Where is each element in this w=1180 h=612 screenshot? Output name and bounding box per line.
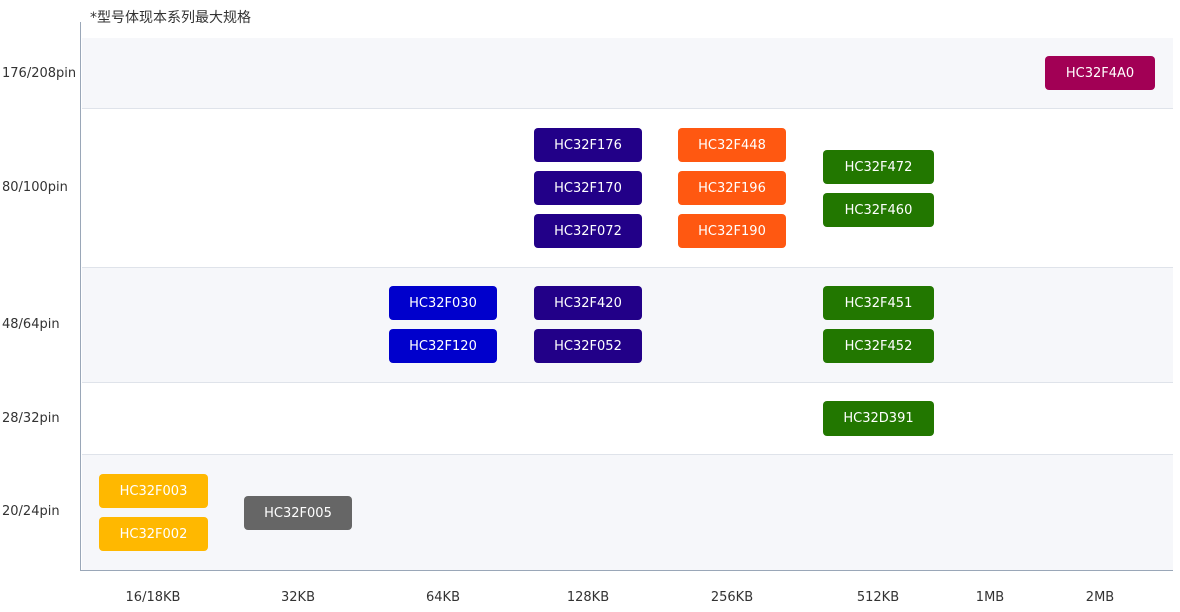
chip-hc32f451[interactable]: HC32F451 (823, 286, 934, 320)
chip-hc32f176[interactable]: HC32F176 (534, 128, 642, 162)
chip-hc32f120[interactable]: HC32F120 (389, 329, 497, 363)
footnote: *型号体现本系列最大规格 (90, 10, 251, 26)
chip-hc32f190[interactable]: HC32F190 (678, 214, 786, 248)
chip-hc32f170[interactable]: HC32F170 (534, 171, 642, 205)
chip-hc32f452[interactable]: HC32F452 (823, 329, 934, 363)
x-axis-line (80, 570, 1173, 571)
chip-hc32f472[interactable]: HC32F472 (823, 150, 934, 184)
y-label-48-64pin: 48/64pin (2, 317, 60, 332)
band-28-32pin (82, 383, 1173, 454)
chip-hc32f4a0[interactable]: HC32F4A0 (1045, 56, 1155, 90)
chip-hc32f030[interactable]: HC32F030 (389, 286, 497, 320)
y-label-20-24pin: 20/24pin (2, 504, 60, 519)
chip-hc32f002[interactable]: HC32F002 (99, 517, 208, 551)
x-label-64kb: 64KB (426, 590, 460, 605)
x-label-128kb: 128KB (566, 590, 610, 605)
divider (82, 382, 1173, 383)
chip-hc32f003[interactable]: HC32F003 (99, 474, 208, 508)
chip-hc32f460[interactable]: HC32F460 (823, 193, 934, 227)
band-176-208pin (82, 38, 1173, 108)
x-label-16-18kb: 16/18KB (125, 590, 181, 605)
y-axis-line (80, 22, 81, 571)
y-label-28-32pin: 28/32pin (2, 411, 60, 426)
chip-hc32f448[interactable]: HC32F448 (678, 128, 786, 162)
x-label-2mb: 2MB (1085, 590, 1115, 605)
x-label-512kb: 512KB (856, 590, 900, 605)
x-label-256kb: 256KB (710, 590, 754, 605)
chip-hc32d391[interactable]: HC32D391 (823, 401, 934, 436)
x-label-32kb: 32KB (281, 590, 315, 605)
chip-hc32f196[interactable]: HC32F196 (678, 171, 786, 205)
divider (82, 267, 1173, 268)
divider (82, 454, 1173, 455)
x-label-1mb: 1MB (975, 590, 1005, 605)
chip-hc32f072[interactable]: HC32F072 (534, 214, 642, 248)
chip-hc32f420[interactable]: HC32F420 (534, 286, 642, 320)
divider (82, 108, 1173, 109)
chip-hc32f052[interactable]: HC32F052 (534, 329, 642, 363)
y-label-80-100pin: 80/100pin (2, 180, 68, 195)
chip-hc32f005[interactable]: HC32F005 (244, 496, 352, 530)
y-label-176-208pin: 176/208pin (2, 66, 77, 81)
